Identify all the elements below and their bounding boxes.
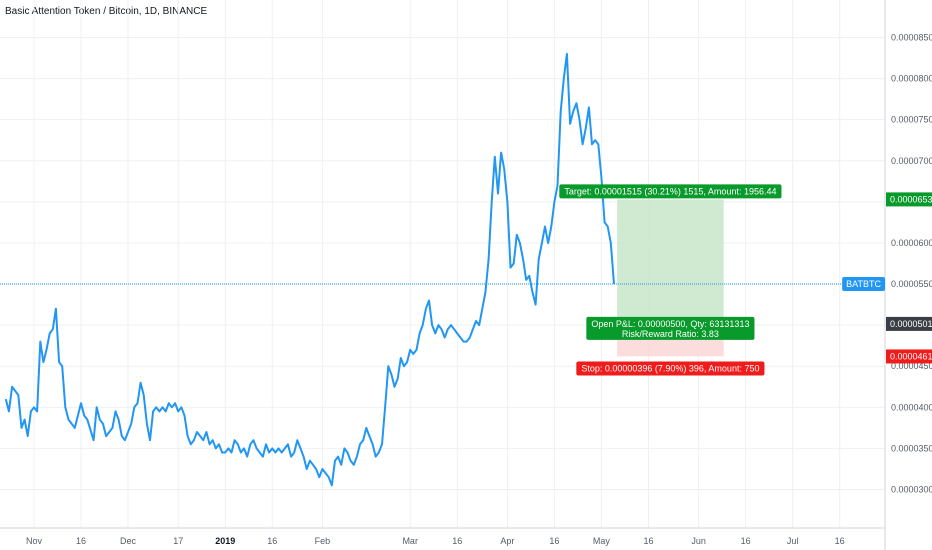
x-tick-label: 2019 (215, 536, 235, 546)
entry-price-tag-text: 0.00005015 (890, 319, 932, 329)
x-tick-label: 16 (76, 536, 86, 546)
x-tick-label: 16 (549, 536, 559, 546)
stop-label-text: Stop: 0.00000396 (7.90%) 396, Amount: 75… (581, 363, 759, 373)
entry-price-tag: 0.00005015 (886, 316, 932, 331)
x-tick-label: Nov (26, 536, 43, 546)
x-tick-label: Jun (691, 536, 706, 546)
target-price-tag: 0.00006530 (886, 192, 932, 207)
target-label-text: Target: 0.00001515 (30.21%) 1515, Amount… (564, 186, 776, 196)
ratio-label-text: Risk/Reward Ratio: 3.83 (622, 329, 719, 339)
current-price-tag: BATBTC (842, 277, 885, 292)
pnl-label-text: Open P&L: 0.00000500, Qty: 63131313 (591, 319, 749, 329)
grid (0, 0, 885, 528)
x-tick-label: Jul (787, 536, 799, 546)
x-tick-label: 16 (267, 536, 277, 546)
y-tick-label: 0.00008500 (891, 33, 932, 43)
pnl-label[interactable]: Open P&L: 0.00000500, Qty: 63131313 Risk… (586, 316, 755, 340)
current-price-tag-text: BATBTC (846, 279, 881, 289)
x-tick-label: Dec (120, 536, 137, 546)
x-tick-label: 16 (452, 536, 462, 546)
chart-title: Basic Attention Token / Bitcoin, 1D, BIN… (5, 6, 208, 17)
price-series-line (4, 52, 615, 487)
stop-price-tag: 0.00004619 (886, 349, 932, 364)
stop-label[interactable]: Stop: 0.00000396 (7.90%) 396, Amount: 75… (576, 361, 765, 376)
target-zone[interactable] (617, 199, 724, 324)
x-tick-label: 16 (643, 536, 653, 546)
x-axis: Nov 16 Dec 17 2019 16 Feb Mar 16 Apr 16 May 16 Jun 16 J… (26, 536, 845, 546)
x-tick-label: 16 (741, 536, 751, 546)
x-tick-label: Feb (315, 536, 331, 546)
target-label[interactable]: Target: 0.00001515 (30.21%) 1515, Amount… (559, 184, 782, 199)
x-tick-label: Mar (402, 536, 418, 546)
x-tick-label: 16 (835, 536, 845, 546)
x-tick-label: May (593, 536, 611, 546)
stop-price-tag-text: 0.00004619 (890, 351, 932, 361)
target-price-tag-text: 0.00006530 (890, 194, 932, 204)
x-tick-label: 17 (173, 536, 183, 546)
x-tick-label: Apr (500, 536, 514, 546)
